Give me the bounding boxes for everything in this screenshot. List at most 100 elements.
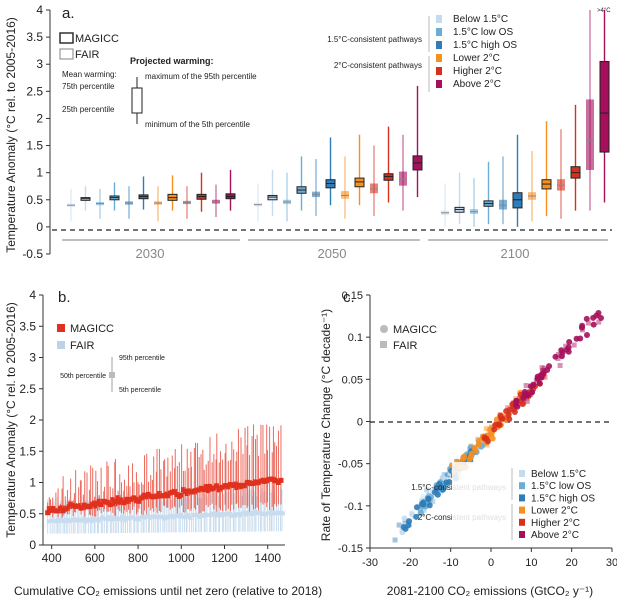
- a-box: [370, 183, 378, 194]
- a-legend-label: Lower 2°C: [453, 53, 500, 64]
- b-fair-point: [238, 512, 243, 517]
- c-xtick-label: 20: [566, 557, 578, 569]
- a-ytick-label: 0.5: [26, 193, 43, 207]
- c-xtick-label: 10: [525, 557, 537, 569]
- label-2-pathways: 2°C-consistent pathways: [334, 61, 422, 70]
- c-fair-point: [420, 494, 426, 500]
- b-fair-point: [218, 511, 223, 516]
- b-xtick-label: 800: [128, 551, 148, 565]
- b-fair-point: [188, 515, 193, 520]
- a-ytick-label: 4: [36, 3, 43, 17]
- key-p25-label: 25th percentile: [62, 105, 115, 114]
- c-legend-swatch: [519, 494, 525, 502]
- c-fair-point: [523, 383, 529, 389]
- c-fair-point: [444, 472, 450, 478]
- b-fair-point: [175, 513, 180, 518]
- panel-a-boxes: [67, 10, 610, 227]
- b-fair-point: [251, 510, 256, 515]
- b-fair-point: [179, 512, 184, 517]
- b-fair-point: [148, 515, 153, 520]
- b-magicc-point: [165, 493, 171, 499]
- c-fair-point: [585, 320, 591, 326]
- legend-c-fair-label: FAIR: [393, 340, 418, 352]
- c-legend-label: Higher 2°C: [531, 518, 580, 529]
- b-fair-point: [157, 514, 162, 519]
- b-magicc-point: [131, 495, 137, 501]
- b-fair-point: [143, 515, 148, 520]
- b-fair-point: [277, 511, 282, 516]
- c-legend-swatch: [519, 470, 525, 477]
- c-fair-point: [392, 537, 398, 543]
- b-ytick-label: 3.5: [19, 319, 36, 333]
- key-b-p5-label: 5th percentile: [119, 387, 161, 394]
- b-ytick-label: 2.5: [19, 382, 36, 396]
- c-fair-point: [424, 487, 430, 493]
- b-fair-point: [186, 514, 191, 519]
- a-box: [512, 192, 523, 209]
- b-magicc-point: [214, 483, 220, 489]
- panel-b-ticks: 0 0.5 1 1.5 2 2.5 3 3.5 4 400 600 800 1000 1200 1400: [19, 288, 281, 565]
- c-magicc-point: [436, 480, 443, 487]
- b-fair-point: [264, 512, 269, 517]
- a-legend-swatch: [436, 41, 442, 49]
- c-magicc-point: [511, 409, 518, 416]
- b-fair-point: [159, 514, 164, 519]
- b-magicc-point: [203, 484, 209, 490]
- b-fair-point: [254, 511, 259, 516]
- key-b-p95-label: 95th percentile: [119, 355, 165, 362]
- b-fair-point: [145, 514, 150, 519]
- b-magicc-point: [121, 500, 127, 506]
- b-fair-point: [46, 519, 51, 524]
- key-mean-label: Mean warming:: [62, 70, 117, 79]
- b-magicc-point: [235, 482, 241, 488]
- c-legend-label: 1.5°C high OS: [531, 493, 595, 504]
- c-magicc-point: [471, 445, 478, 452]
- b-fair-point: [271, 511, 276, 516]
- b-fair-point: [120, 515, 125, 520]
- c-ytick-label: 0: [357, 417, 363, 429]
- c-legend-swatch: [519, 518, 525, 526]
- c-fair-point: [555, 351, 561, 357]
- b-xtick-label: 600: [85, 551, 105, 565]
- b-fair-point: [77, 518, 82, 523]
- b-fair-point: [205, 512, 210, 517]
- b-magicc-point: [275, 480, 281, 486]
- b-fair-point: [103, 516, 108, 521]
- b-fair-point: [97, 517, 102, 522]
- a-ytick-label: 1: [36, 166, 43, 180]
- c-fair-point: [418, 507, 424, 513]
- c-magicc-point: [417, 509, 424, 516]
- b-magicc-point: [278, 477, 284, 483]
- a-ytick-label: 3.5: [26, 30, 43, 44]
- b-ytick-label: 0: [29, 538, 36, 552]
- panel-a-category-legend: Below 1.5°C 1.5°C low OS 1.5°C high OS Lowe…: [436, 14, 517, 90]
- b-magicc-point: [201, 487, 207, 493]
- c-ytick-label: 0.05: [342, 374, 363, 386]
- c-ytick-label: 0.15: [342, 290, 363, 302]
- b-fair-point: [122, 518, 127, 523]
- c-magicc-point: [426, 502, 433, 509]
- legend-b-fair-label: FAIR: [70, 340, 95, 352]
- b-magicc-point: [207, 483, 213, 489]
- c-magicc-point: [446, 479, 453, 486]
- legend-b-magicc-marker: [57, 324, 65, 332]
- b-magicc-point: [80, 505, 86, 511]
- key-b-marker: [109, 372, 115, 378]
- c-legend-swatch: [519, 531, 525, 538]
- b-fair-point: [59, 518, 64, 523]
- c-magicc-point: [577, 335, 584, 342]
- b-magicc-point: [110, 497, 116, 503]
- c-legend-label: 1.5°C low OS: [531, 481, 591, 492]
- panel-c-category-legend: Below 1.5°C1.5°C low OS1.5°C high OS Lowe…: [452, 462, 610, 546]
- c-legend-label: Above 2°C: [531, 530, 579, 541]
- c-magicc-point: [513, 397, 520, 404]
- c-magicc-point: [499, 415, 506, 422]
- b-magicc-point: [115, 495, 121, 501]
- a-legend-swatch: [436, 54, 442, 62]
- b-fair-point: [87, 517, 92, 522]
- panel-b-xlabel: Cumulative CO₂ emissions until net zero …: [14, 584, 322, 598]
- c-fair-point: [555, 355, 561, 361]
- b-magicc-point: [267, 476, 273, 482]
- legend-fair-swatch: [59, 48, 74, 60]
- b-magicc-point: [59, 505, 65, 511]
